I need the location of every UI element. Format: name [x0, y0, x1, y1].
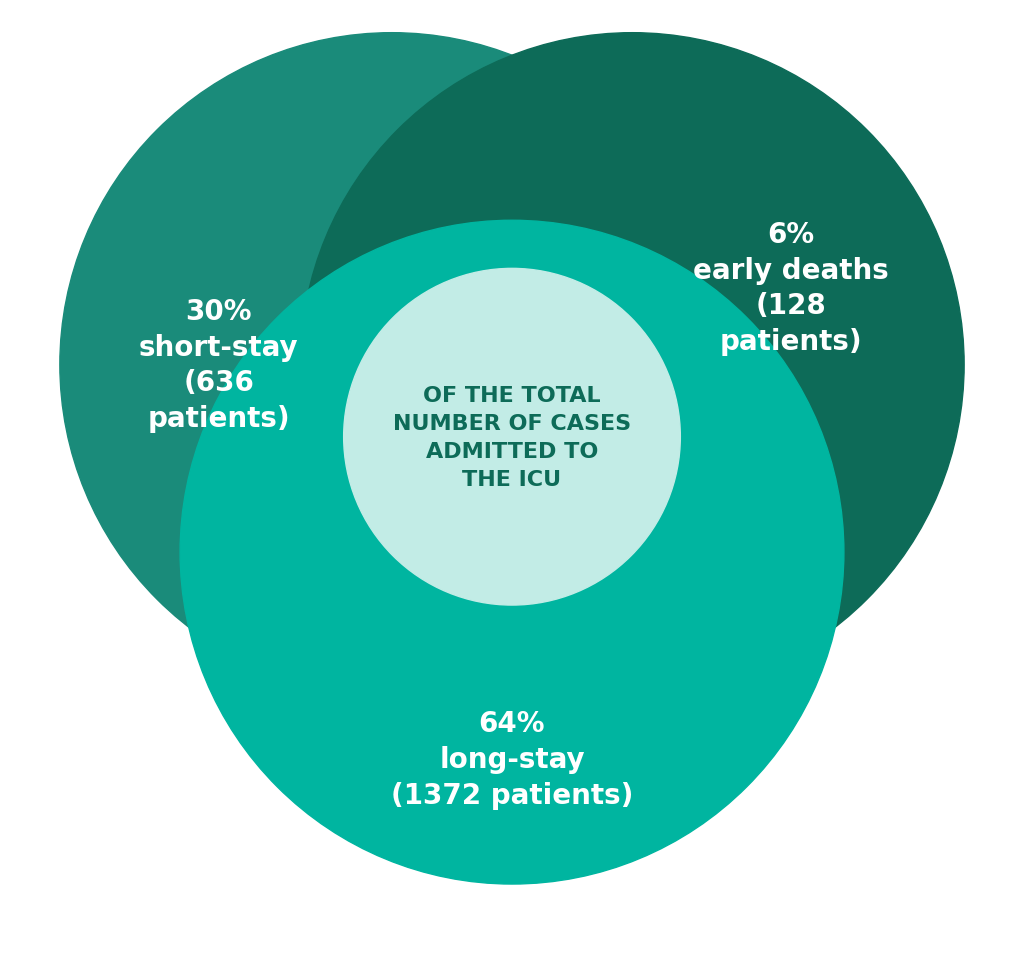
Circle shape [300, 34, 965, 697]
Circle shape [344, 269, 680, 605]
Text: 30%
short-stay
(636
patients): 30% short-stay (636 patients) [139, 298, 298, 432]
Circle shape [180, 221, 844, 884]
Text: 6%
early deaths
(128
patients): 6% early deaths (128 patients) [693, 221, 889, 356]
Text: 64%
long-stay
(1372 patients): 64% long-stay (1372 patients) [391, 709, 633, 809]
Circle shape [59, 34, 724, 697]
Text: OF THE TOTAL
NUMBER OF CASES
ADMITTED TO
THE ICU: OF THE TOTAL NUMBER OF CASES ADMITTED TO… [393, 385, 631, 489]
